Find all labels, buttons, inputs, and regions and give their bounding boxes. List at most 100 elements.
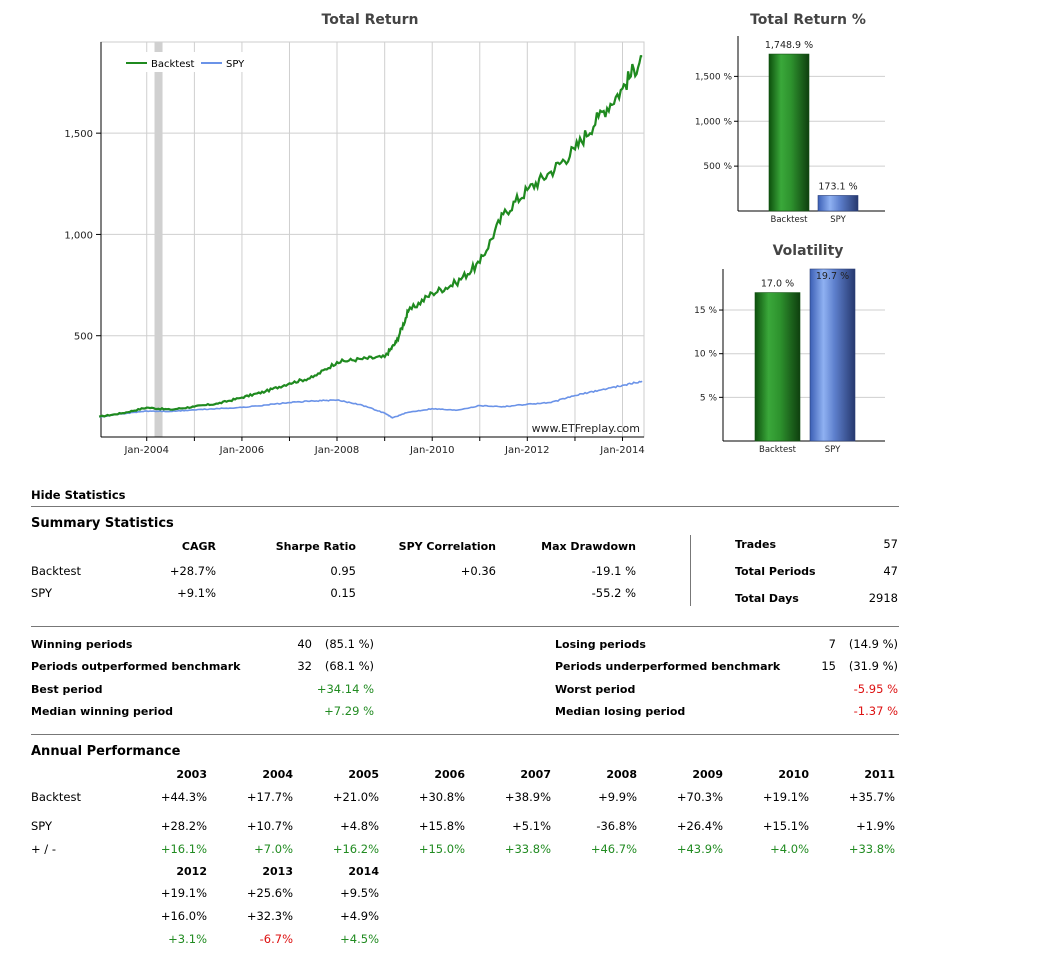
- year-header: 2009: [692, 768, 723, 781]
- stat-label-total-days: Total Days: [735, 592, 799, 605]
- annual-diff-value: +3.1%: [168, 932, 207, 946]
- annual-spy-value: +5.1%: [512, 819, 551, 833]
- year-header: 2014: [348, 865, 379, 878]
- stat-label-total-periods: Total Periods: [735, 565, 816, 578]
- divider: [31, 626, 899, 627]
- bar-data-label: 1,748.9 %: [765, 40, 813, 51]
- x-tick-label: Jan-2008: [314, 445, 359, 456]
- y-tick-label: 15 %: [694, 306, 717, 316]
- x-tick-label: Jan-2012: [504, 445, 549, 456]
- x-category-label: Backtest: [771, 215, 809, 225]
- annual-row-label-backtest: Backtest: [31, 790, 82, 804]
- period-count: 7: [828, 637, 836, 651]
- annual-diff-value: +7.0%: [254, 842, 293, 856]
- annual-backtest-value: +44.3%: [160, 790, 207, 804]
- summary-correlation: +0.36: [460, 564, 496, 578]
- annual-diff-value: -6.7%: [259, 932, 293, 946]
- period-label: Best period: [31, 683, 103, 696]
- annual-spy-value: +15.1%: [762, 819, 809, 833]
- annual-spy-value: +15.8%: [418, 819, 465, 833]
- header-spy-correlation: SPY Correlation: [398, 540, 496, 553]
- annual-diff-value: +33.8%: [848, 842, 895, 856]
- annual-backtest-value: +9.5%: [340, 886, 379, 900]
- volatility-title: Volatility: [773, 243, 844, 259]
- best-period-value: +34.14 %: [316, 682, 374, 696]
- worst-period-value: -5.95 %: [853, 682, 898, 696]
- period-percent: (68.1 %): [324, 659, 374, 673]
- annual-backtest-value: +9.9%: [598, 790, 637, 804]
- period-percent: (31.9 %): [848, 659, 898, 673]
- period-label: Median winning period: [31, 705, 173, 718]
- legend-label-spy: SPY: [226, 59, 245, 70]
- median-winning-value: +7.29 %: [324, 704, 374, 718]
- annual-backtest-value: +38.9%: [504, 790, 551, 804]
- annual-spy-value: +4.9%: [340, 909, 379, 923]
- summary-title: Summary Statistics: [31, 516, 174, 531]
- volatility-chart: Volatility 5 % 10 % 15 % 17.0 % Backtest 19.…: [694, 243, 885, 455]
- header-sharpe: Sharpe Ratio: [275, 540, 356, 553]
- divider: [31, 734, 899, 735]
- period-percent: (14.9 %): [848, 637, 898, 651]
- year-header: 2006: [434, 768, 465, 781]
- period-count: 15: [821, 659, 836, 673]
- period-count: 40: [297, 637, 312, 651]
- annual-diff-value: +33.8%: [504, 842, 551, 856]
- x-tick-label: Jan-2006: [219, 445, 264, 456]
- bar-backtest: [754, 292, 801, 442]
- annual-row-label-spy: SPY: [31, 819, 53, 833]
- y-tick-label: 1,000: [64, 230, 93, 241]
- annual-backtest-value: +70.3%: [676, 790, 723, 804]
- hide-statistics-link[interactable]: Hide Statistics: [31, 488, 126, 502]
- annual-backtest-value: +17.7%: [246, 790, 293, 804]
- summary-max-drawdown: -19.1 %: [591, 564, 636, 578]
- bar-spy: [809, 268, 856, 442]
- legend-box: [118, 52, 252, 72]
- summary-row-label: SPY: [31, 586, 53, 600]
- annual-diff-value: +43.9%: [676, 842, 723, 856]
- year-header: 2004: [262, 768, 293, 781]
- period-label: Periods underperformed benchmark: [555, 660, 781, 673]
- period-label: Periods outperformed benchmark: [31, 660, 241, 673]
- x-tick-label: Jan-2004: [123, 445, 168, 456]
- x-category-label: SPY: [825, 445, 841, 455]
- summary-separator: [690, 535, 691, 606]
- year-header: 2005: [348, 768, 379, 781]
- annual-spy-value: +1.9%: [856, 819, 895, 833]
- annual-backtest-value: +19.1%: [762, 790, 809, 804]
- annual-backtest-value: +19.1%: [160, 886, 207, 900]
- annual-diff-value: +4.0%: [770, 842, 809, 856]
- bar-data-label: 19.7 %: [816, 271, 849, 282]
- x-tick-label: Jan-2010: [409, 445, 454, 456]
- annual-diff-value: +16.1%: [160, 842, 207, 856]
- plot-area: [100, 41, 645, 438]
- y-tick-label: 1,500 %: [695, 72, 733, 82]
- legend-label-backtest: Backtest: [151, 59, 195, 70]
- period-label: Median losing period: [555, 705, 686, 718]
- annual-diff-value: +4.5%: [340, 932, 379, 946]
- x-category-label: Backtest: [759, 445, 797, 455]
- header-max-drawdown: Max Drawdown: [541, 540, 636, 553]
- stat-value-trades: 57: [883, 537, 898, 551]
- x-tick-label: Jan-2014: [599, 445, 644, 456]
- bar-backtest: [768, 53, 810, 212]
- year-header: 2013: [262, 865, 293, 878]
- watermark: www.ETFreplay.com: [532, 422, 640, 435]
- summary-cagr: +9.1%: [177, 586, 216, 600]
- stat-value-total-periods: 47: [883, 564, 898, 578]
- legend: Backtest SPY: [118, 52, 252, 72]
- summary-max-drawdown: -55.2 %: [591, 586, 636, 600]
- series-line-spy: [99, 380, 643, 419]
- x-category-label: SPY: [830, 215, 846, 225]
- summary-row-label: Backtest: [31, 564, 82, 578]
- header-cagr: CAGR: [181, 540, 216, 553]
- period-label: Losing periods: [555, 638, 646, 651]
- annual-spy-value: +10.7%: [246, 819, 293, 833]
- summary-sharpe: 0.15: [330, 586, 356, 600]
- annual-backtest-value: +25.6%: [246, 886, 293, 900]
- annual-title: Annual Performance: [31, 744, 181, 759]
- annual-backtest-value: +30.8%: [418, 790, 465, 804]
- period-count: 32: [297, 659, 312, 673]
- total-return-chart: Total Return 500 1,000 1,500 Jan-2004 Jan-2…: [64, 12, 645, 456]
- annual-backtest-value: +21.0%: [332, 790, 379, 804]
- series-line-backtest: [98, 55, 643, 418]
